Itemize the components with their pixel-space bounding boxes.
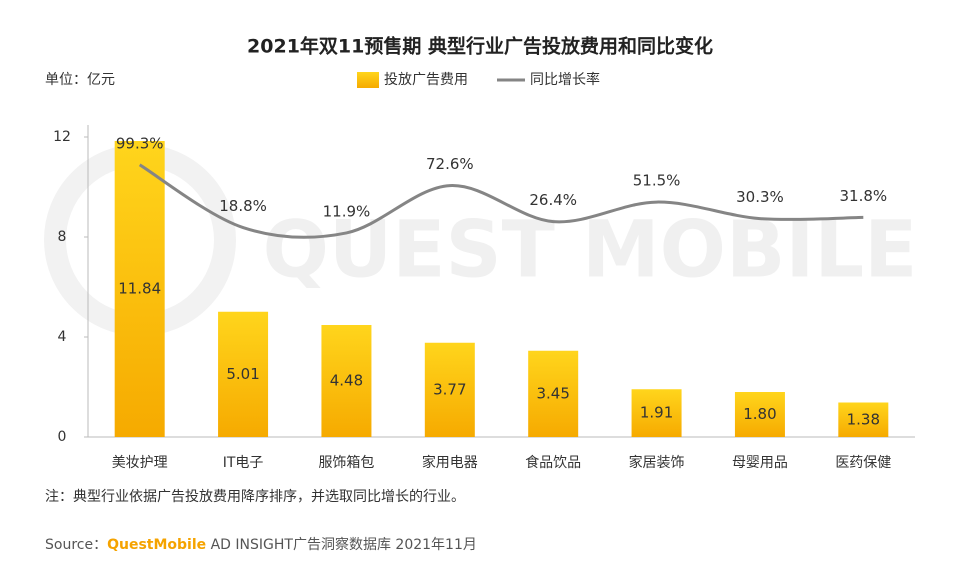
line-value-label: 26.4% [529,191,577,209]
line [138,163,864,239]
y-tick-label: 4 [58,329,67,345]
x-tick-label: IT电子 [223,455,264,471]
line-value-label: 11.9% [323,202,371,220]
x-tick-label: 家居装饰 [629,454,685,471]
bar [734,392,785,437]
x-tick-label: 医药保健 [835,455,891,471]
bar [838,402,889,437]
x-tick-label: 母婴用品 [732,455,788,471]
source-text: AD INSIGHT广告洞察数据库 2021年11月 [206,536,477,553]
source-label: Source： [45,537,107,553]
source: Source：QuestMobile AD INSIGHT广告洞察数据库 202… [45,536,477,553]
y-tick-label: 12 [53,129,71,145]
bar [321,325,372,437]
line-value-label: 99.3% [116,134,164,152]
bar-value-label: 11.84 [118,280,161,298]
x-tick-label: 家用电器 [422,454,478,471]
source-brand: QuestMobile [107,537,206,553]
bar [114,141,165,437]
x-tick-label: 美妆护理 [112,455,168,471]
chart-title: 2021年双11预售期 典型行业广告投放费用和同比变化 [247,35,713,58]
bar [218,311,269,437]
legend-swatch [357,72,379,88]
line-value-label: 30.3% [736,188,784,206]
x-tick-label: 服饰箱包 [318,455,374,471]
bar-value-label: 4.48 [330,372,363,390]
bar-value-label: 5.01 [226,365,259,383]
bar [424,342,475,437]
bar-value-label: 1.38 [847,410,880,428]
note: 注：典型行业依据广告投放费用降序排序，并选取同比增长的行业。 [45,489,465,505]
bar-value-label: 1.80 [743,405,776,423]
line-value-label: 31.8% [839,187,887,205]
line-value-label: 51.5% [633,172,681,190]
bar [528,350,579,437]
unit-label: 单位：亿元 [45,72,115,88]
bar-value-label: 3.45 [536,384,569,402]
bar-value-label: 1.91 [640,404,673,422]
bar-value-label: 3.77 [433,380,466,398]
bar [631,389,682,437]
legend-label: 同比增长率 [530,71,600,88]
y-tick-label: 0 [58,429,67,445]
line-value-label: 72.6% [426,155,474,173]
legend-label: 投放广告费用 [384,72,468,88]
x-tick-label: 食品饮品 [525,454,581,471]
line-value-label: 18.8% [219,197,267,215]
y-tick-label: 8 [58,229,67,245]
